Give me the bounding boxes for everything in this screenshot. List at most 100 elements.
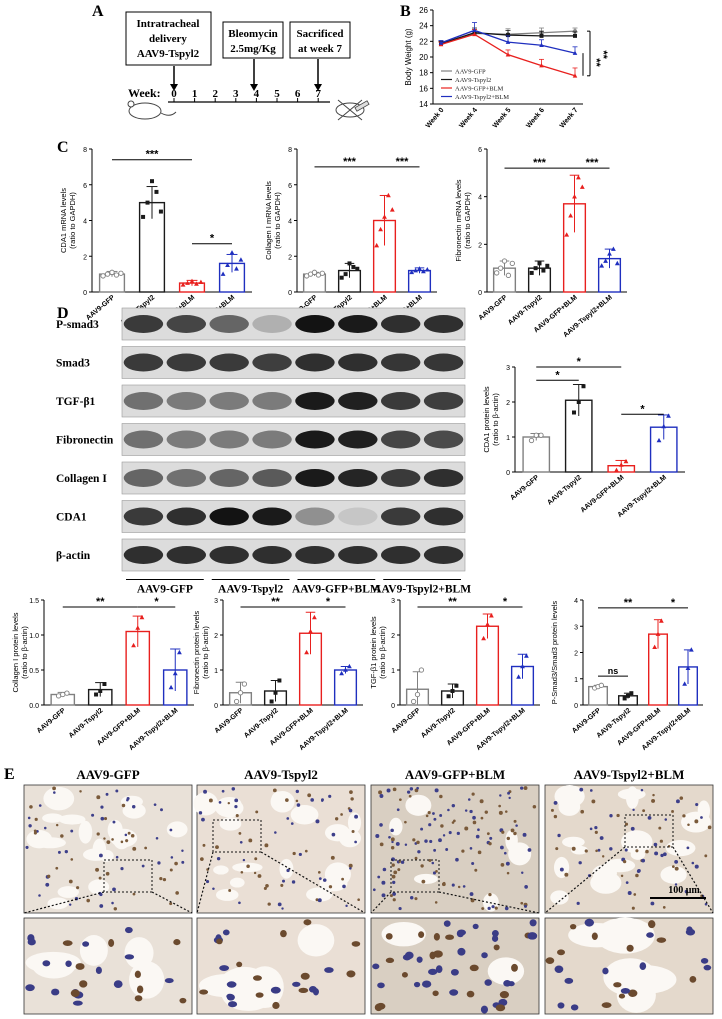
y-tick-label: 1 <box>506 435 510 442</box>
ihc-alveolus <box>122 802 146 819</box>
ihc-nucleus <box>112 820 116 824</box>
data-point <box>234 266 239 271</box>
blot-row-label: β-actin <box>56 550 91 562</box>
data-point <box>237 690 244 696</box>
data-point <box>541 268 546 273</box>
ihc-zoom-nucleus <box>466 990 475 998</box>
y-axis-label: CDA1 protein levels <box>482 386 491 453</box>
ihc-alveolus <box>271 791 286 810</box>
data-point <box>413 267 418 273</box>
ihc-nucleus <box>162 877 167 882</box>
ihc-nucleus <box>100 816 105 821</box>
blot-band <box>166 430 207 449</box>
ihc-zoom-nucleus <box>620 988 631 994</box>
ihc-nucleus <box>390 846 395 850</box>
ihc-nucleus <box>392 787 397 792</box>
ihc-nucleus <box>351 829 355 834</box>
data-point <box>537 261 542 266</box>
ihc-nucleus <box>246 864 250 869</box>
significance-label: ** <box>597 50 609 59</box>
y-tick-label: 1.0 <box>29 633 39 640</box>
legend-label: AAV9-Tspyl2 <box>455 77 491 84</box>
ihc-alveolus <box>306 887 333 902</box>
blot-band <box>380 430 421 449</box>
ihc-nucleus <box>132 846 137 851</box>
ihc-nucleus <box>317 871 321 874</box>
ihc-nucleus <box>330 855 335 860</box>
ihc-alveolus <box>505 829 518 852</box>
data-point <box>505 272 512 278</box>
blot-band <box>252 315 292 333</box>
ihc-nucleus <box>234 805 238 809</box>
ihc-nucleus <box>240 870 244 874</box>
category-label: Week 4 <box>458 107 479 130</box>
ihc-alveolus <box>324 824 351 842</box>
collagen-protein-chart: 0.0 0.5 1.0 1.5 Collagen I protein levels (ra… <box>11 596 194 752</box>
ihc-nucleus <box>591 799 596 804</box>
category-label: AAV9-GFP <box>391 707 422 735</box>
y-tick-label: 3 <box>391 598 395 605</box>
ihc-zoom-nucleus <box>498 998 508 1007</box>
bar <box>649 426 678 473</box>
ihc-nucleus <box>96 832 100 836</box>
ihc-nucleus <box>400 860 405 864</box>
ihc-zoom-nucleus <box>124 954 135 960</box>
blot-band <box>166 315 207 333</box>
category-label: AAV9-GFP <box>478 294 509 322</box>
data-point <box>539 42 544 48</box>
y-axis-label: CDA1 mRNA levels <box>59 188 68 253</box>
ihc-nucleus <box>121 803 126 808</box>
ihc-nucleus <box>208 798 213 803</box>
data-point <box>198 279 204 284</box>
data-point <box>501 258 508 264</box>
ihc-nucleus <box>500 863 505 867</box>
ihc-nucleus <box>501 830 505 834</box>
significance-label: * <box>640 403 645 415</box>
blot-band <box>423 392 464 410</box>
data-point <box>131 642 136 648</box>
ihc-zoom-nucleus <box>25 984 35 992</box>
blot-band <box>338 507 378 526</box>
ihc-zoom-nucleus <box>456 930 464 938</box>
data-point <box>194 281 199 286</box>
ihc-nucleus <box>198 811 203 815</box>
panel-label-e: E <box>4 766 15 783</box>
ihc-nucleus <box>477 850 482 855</box>
ihc-nucleus <box>522 832 527 837</box>
ihc-zoom-nucleus <box>639 962 647 970</box>
ihc-zoom-nucleus <box>700 958 709 964</box>
ihc-nucleus <box>679 796 684 800</box>
ihc-zoom-nucleus <box>656 937 667 943</box>
ihc-nucleus <box>578 861 582 865</box>
ihc-zoom-nucleus <box>491 929 499 937</box>
ihc-zoom-nucleus <box>228 1001 238 1008</box>
ihc-nucleus <box>29 805 33 809</box>
ihc-nucleus <box>169 828 173 832</box>
ihc-nucleus <box>498 810 503 815</box>
data-point <box>424 267 430 272</box>
blot-band <box>209 469 249 487</box>
ihc-nucleus <box>392 898 396 902</box>
data-point <box>343 272 348 277</box>
ihc-zoom-nucleus <box>134 995 143 1002</box>
data-point <box>481 635 486 641</box>
y-tick-label: 22 <box>419 37 428 46</box>
ihc-zoom-nucleus <box>421 980 432 988</box>
data-point <box>652 644 658 650</box>
data-point <box>135 625 141 630</box>
y-axis-label-unit: (ratio to GAPDH) <box>273 192 282 249</box>
ihc-nucleus <box>432 871 437 875</box>
timeline-box1-line2: delivery <box>149 33 187 45</box>
ihc-nucleus <box>91 813 95 817</box>
ihc-zoom-nucleus <box>445 934 455 940</box>
ihc-zoom-nucleus <box>613 982 622 988</box>
data-point <box>180 282 186 287</box>
data-point <box>100 273 106 279</box>
blot-band <box>295 430 335 449</box>
data-point <box>158 209 163 214</box>
data-point <box>545 263 550 268</box>
ihc-nucleus <box>494 906 498 910</box>
blot-band <box>252 353 292 372</box>
y-tick-label: 1 <box>214 668 218 675</box>
ihc-zoom-nucleus <box>236 961 243 968</box>
